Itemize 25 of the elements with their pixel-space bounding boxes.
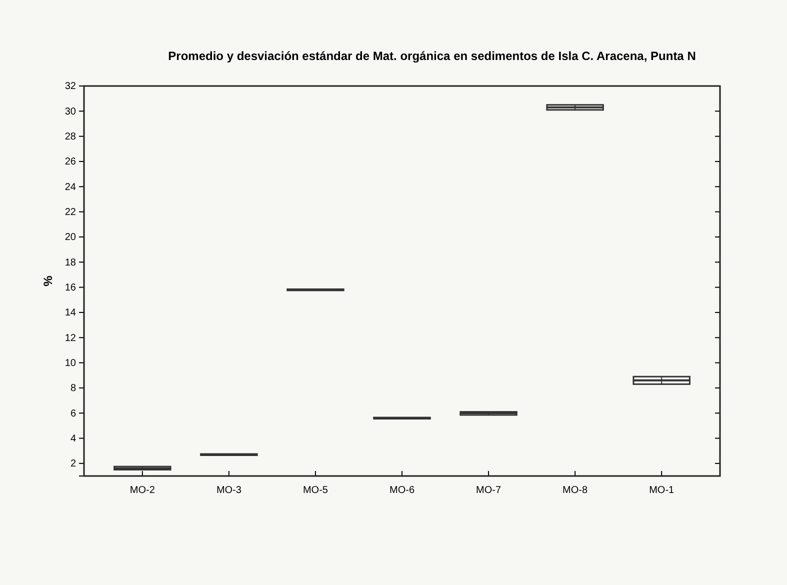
y-tick-label: 22: [64, 207, 76, 218]
x-tick-label: MO-3: [216, 485, 242, 496]
y-tick-label: 32: [64, 81, 76, 92]
y-tick-label: 8: [70, 383, 76, 394]
y-tick-label: 16: [64, 282, 76, 294]
x-tick-label: MO-7: [476, 485, 502, 496]
chart-title: Promedio y desviación estándar de Mat. orgánica en sedimentos de Isla C. Aracena, Punta N: [168, 49, 696, 63]
x-tick-label: MO-8: [562, 485, 588, 496]
x-tick-label: MO-6: [390, 485, 415, 496]
x-tick-label: MO-2: [130, 485, 156, 496]
y-tick-label: 28: [64, 132, 76, 143]
y-tick-label: 20: [64, 232, 76, 244]
y-tick-label: 6: [70, 408, 76, 420]
y-axis-title: %: [41, 275, 55, 286]
x-tick-label: MO-1: [649, 485, 675, 496]
y-tick-label: 4: [70, 433, 76, 444]
y-tick-label: 26: [64, 156, 76, 168]
y-tick-label: 30: [64, 106, 76, 118]
y-tick-label: 12: [64, 332, 76, 344]
y-tick-label: 14: [64, 308, 76, 319]
y-tick-label: 18: [64, 257, 76, 268]
x-tick-label: MO-5: [302, 485, 328, 496]
y-tick-label: 24: [64, 182, 76, 193]
y-tick-label: 10: [64, 358, 76, 369]
y-tick-label: 2: [70, 458, 76, 470]
